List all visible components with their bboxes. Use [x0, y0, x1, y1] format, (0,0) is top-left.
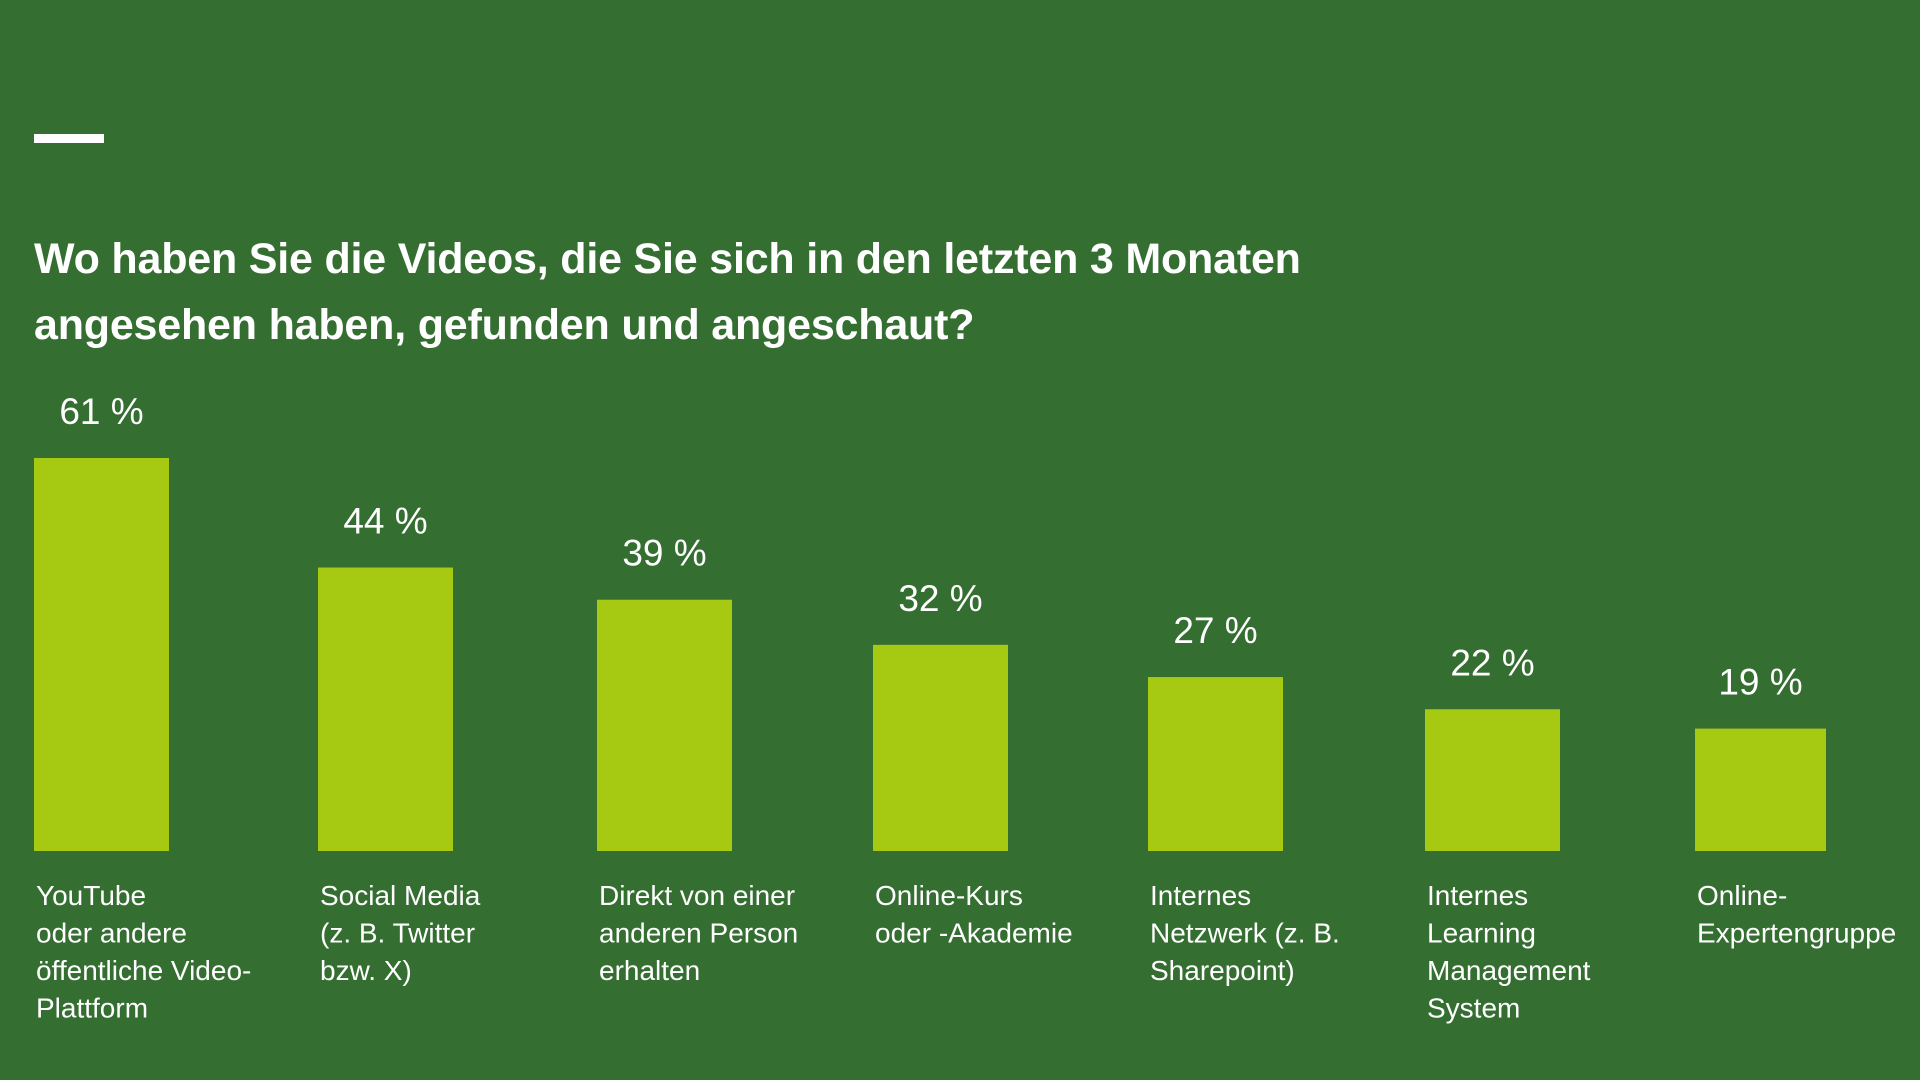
category-label-3-line-1: Direkt von einer — [599, 880, 795, 911]
category-label-5-line-1: Internes — [1150, 880, 1251, 911]
category-label-5: Internes Netzwerk (z. B. Sharepoint) — [1150, 880, 1340, 986]
category-label-6-line-2: Learning — [1427, 918, 1536, 949]
category-label-1-line-4: Plattform — [36, 993, 148, 1024]
category-label-7: Online- Expertengruppe — [1697, 880, 1896, 949]
bar-3 — [597, 599, 732, 851]
category-label-6-line-4: System — [1427, 993, 1520, 1024]
chart-title: Wo haben Sie die Videos, die Sie sich in… — [34, 226, 1534, 358]
category-label-6-line-3: Management — [1427, 955, 1591, 986]
category-label-3: Direkt von einer anderen Person erhalten — [599, 880, 798, 986]
category-label-3-line-3: erhalten — [599, 955, 700, 986]
bar-6 — [1425, 709, 1560, 851]
category-label-2-line-2: (z. B. Twitter — [320, 918, 475, 949]
accent-line — [34, 134, 104, 143]
category-label-2-line-1: Social Media — [320, 880, 481, 911]
category-label-3-line-2: anderen Person — [599, 918, 798, 949]
category-label-4-line-1: Online-Kurs — [875, 880, 1023, 911]
category-label-7-line-1: Online- — [1697, 880, 1787, 911]
category-label-2: Social Media (z. B. Twitter bzw. X) — [320, 880, 481, 986]
category-label-5-line-3: Sharepoint) — [1150, 955, 1295, 986]
chart-title-line-2: angesehen haben, gefunden und angeschaut… — [34, 301, 975, 349]
value-label-1: 61 % — [59, 391, 143, 432]
value-label-4: 32 % — [898, 578, 982, 619]
bar-1 — [34, 458, 169, 851]
bar-5 — [1148, 677, 1283, 851]
category-label-6-line-1: Internes — [1427, 880, 1528, 911]
category-label-1-line-1: YouTube — [36, 880, 146, 911]
category-label-5-line-2: Netzwerk (z. B. — [1150, 918, 1340, 949]
value-label-7: 19 % — [1718, 662, 1802, 703]
bar-2 — [318, 567, 453, 851]
value-label-2: 44 % — [343, 501, 427, 542]
chart-title-line-1: Wo haben Sie die Videos, die Sie sich in… — [34, 235, 1301, 283]
category-label-1-line-2: oder andere — [36, 918, 187, 949]
bar-4 — [873, 644, 1008, 851]
category-label-1-line-3: öffentliche Video- — [36, 955, 251, 986]
category-label-4: Online-Kurs oder -Akademie — [875, 880, 1073, 949]
value-label-3: 39 % — [622, 533, 706, 574]
category-label-4-line-2: oder -Akademie — [875, 918, 1073, 949]
value-label-6: 22 % — [1450, 642, 1534, 683]
value-label-5: 27 % — [1173, 610, 1257, 651]
bar-7 — [1695, 728, 1826, 851]
category-label-2-line-3: bzw. X) — [320, 955, 412, 986]
category-label-7-line-2: Expertengruppe — [1697, 918, 1896, 949]
category-label-6: Internes Learning Management System — [1427, 880, 1591, 1024]
category-label-1: YouTube oder andere öffentliche Video- Plat… — [36, 880, 251, 1024]
